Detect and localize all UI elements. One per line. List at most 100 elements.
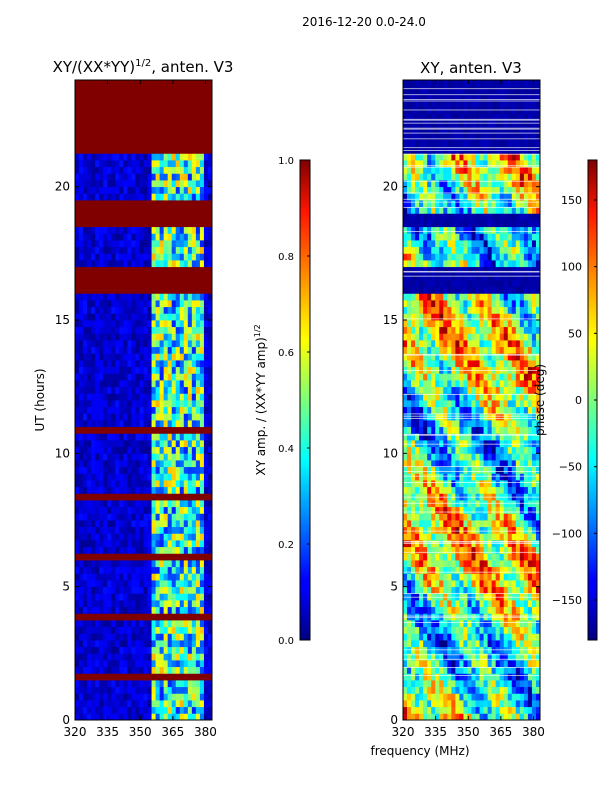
heatmap-cell xyxy=(167,533,173,541)
heatmap-cell xyxy=(87,166,92,174)
heatmap-cell xyxy=(519,606,525,614)
left-colorbar-ticks: 0.00.20.40.60.81.0 xyxy=(278,156,310,647)
heatmap-cell xyxy=(435,686,440,694)
heatmap-cell xyxy=(463,400,468,408)
heatmap-cell xyxy=(531,566,537,574)
heatmap-cell xyxy=(167,520,173,528)
heatmap-cell xyxy=(195,613,201,621)
heatmap-cell xyxy=(131,520,136,528)
heatmap-cell xyxy=(151,406,156,414)
heatmap-cell xyxy=(75,406,80,414)
heatmap-cell xyxy=(207,500,212,508)
heatmap-cell xyxy=(475,600,480,608)
heatmap-cell xyxy=(99,146,104,154)
heatmap-cell xyxy=(99,513,104,521)
heatmap-cell xyxy=(507,640,513,648)
heatmap-cell xyxy=(139,286,144,294)
heatmap-cell xyxy=(91,486,96,494)
heatmap-cell xyxy=(199,506,205,514)
heatmap-cell xyxy=(487,426,493,434)
heatmap-cell xyxy=(207,540,212,548)
heatmap-cell xyxy=(187,533,193,541)
heatmap-cell xyxy=(523,706,529,714)
heatmap-cell xyxy=(203,540,209,548)
heatmap-cell xyxy=(87,393,92,401)
heatmap-cell xyxy=(523,713,529,720)
heatmap-cell xyxy=(91,133,96,141)
heatmap-cell xyxy=(103,406,108,414)
heatmap-cell xyxy=(123,580,128,588)
heatmap-cell xyxy=(163,100,169,108)
heatmap-cell xyxy=(79,346,84,354)
heatmap-cell xyxy=(179,546,185,554)
heatmap-cell xyxy=(87,593,92,601)
heatmap-cell xyxy=(511,653,517,661)
heatmap-cell xyxy=(179,500,185,508)
heatmap-cell xyxy=(163,633,169,641)
heatmap-cell xyxy=(511,393,517,401)
heatmap-cell xyxy=(191,520,197,528)
heatmap-cell xyxy=(459,586,464,594)
heatmap-cell xyxy=(175,440,181,448)
heatmap-cell xyxy=(519,580,525,588)
heatmap-cell xyxy=(91,700,96,708)
heatmap-cell xyxy=(107,520,112,528)
heatmap-cell xyxy=(103,393,108,401)
heatmap-cell xyxy=(487,620,493,628)
heatmap-cell xyxy=(199,346,205,354)
heatmap-cell xyxy=(195,713,201,720)
heatmap-cell xyxy=(463,686,468,694)
heatmap-cell xyxy=(187,573,193,581)
heatmap-cell xyxy=(499,513,505,521)
heatmap-cell xyxy=(115,326,120,334)
heatmap-cell xyxy=(103,413,108,421)
heatmap-cell xyxy=(195,86,201,94)
heatmap-cell xyxy=(515,406,521,414)
heatmap-cell xyxy=(187,600,193,608)
heatmap-cell xyxy=(483,446,489,454)
heatmap-cell xyxy=(499,413,505,421)
heatmap-cell xyxy=(75,300,80,308)
heatmap-cell xyxy=(407,573,412,581)
heatmap-cell xyxy=(87,653,92,661)
heatmap-cell xyxy=(163,233,169,241)
heatmap-cell xyxy=(99,680,104,688)
heatmap-cell xyxy=(83,586,88,594)
heatmap-cell xyxy=(415,533,420,541)
heatmap-cell xyxy=(191,633,197,641)
heatmap-cell xyxy=(407,433,412,441)
heatmap-cell xyxy=(187,300,193,308)
heatmap-cell xyxy=(527,546,533,554)
heatmap-cell xyxy=(143,186,148,194)
heatmap-cell xyxy=(79,586,84,594)
heatmap-cell xyxy=(163,93,169,101)
heatmap-cell xyxy=(79,133,84,141)
heatmap-cell xyxy=(451,433,456,441)
heatmap-cell xyxy=(187,660,193,668)
heatmap-cell xyxy=(99,700,104,708)
heatmap-cell xyxy=(499,526,505,534)
heatmap-cell xyxy=(171,353,177,361)
heatmap-cell xyxy=(127,346,132,354)
heatmap-cell xyxy=(531,393,537,401)
heatmap-cell xyxy=(179,673,185,681)
heatmap-cell xyxy=(111,200,116,208)
heatmap-cell xyxy=(419,706,424,714)
heatmap-cell xyxy=(191,193,197,201)
heatmap-cell xyxy=(463,673,468,681)
heatmap-cell xyxy=(463,473,468,481)
heatmap-cell xyxy=(195,440,201,448)
heatmap-cell xyxy=(99,500,104,508)
heatmap-cell xyxy=(159,106,165,114)
heatmap-cell xyxy=(183,260,189,268)
heatmap-cell xyxy=(183,420,189,428)
heatmap-cell xyxy=(495,440,501,448)
heatmap-cell xyxy=(207,613,212,621)
heatmap-cell xyxy=(187,646,193,654)
x-tick-label: 320 xyxy=(64,725,87,739)
heatmap-cell xyxy=(515,653,521,661)
heatmap-cell xyxy=(199,593,205,601)
heatmap-cell xyxy=(75,606,80,614)
heatmap-cell xyxy=(183,360,189,368)
heatmap-cell xyxy=(483,673,489,681)
